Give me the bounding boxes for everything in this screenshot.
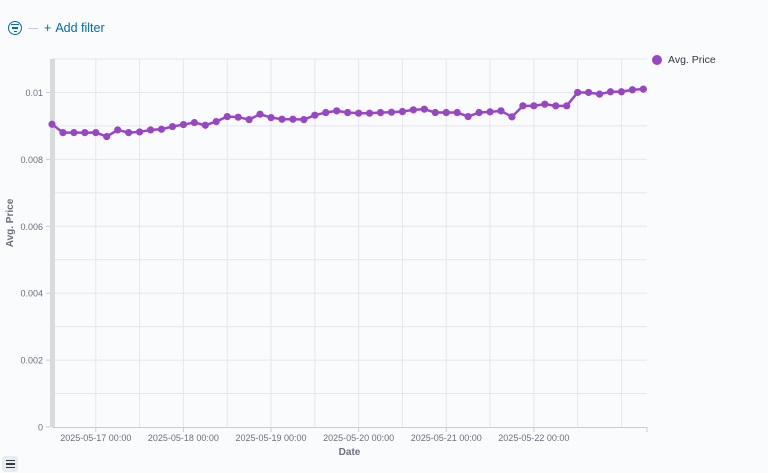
data-point xyxy=(574,88,582,97)
data-point xyxy=(223,112,231,121)
x-axis: 2025-05-17 00:00 2025-05-18 00:00 2025-05-… xyxy=(60,427,648,443)
data-point xyxy=(541,100,549,108)
y-tick-label: 0.008 xyxy=(20,155,43,165)
data-point xyxy=(398,107,407,116)
data-point xyxy=(300,115,308,124)
data-point xyxy=(136,128,144,136)
x-tick-label: 2025-05-17 00:00 xyxy=(60,433,131,443)
data-point xyxy=(157,125,166,133)
data-point xyxy=(289,115,297,123)
data-point xyxy=(267,113,275,122)
data-point xyxy=(530,102,538,110)
data-point xyxy=(606,88,615,96)
data-point xyxy=(563,102,571,110)
legend-label: Avg. Price xyxy=(668,54,716,66)
add-filter-button[interactable]: + Add filter xyxy=(44,21,105,35)
grid-lines xyxy=(52,58,647,427)
data-point xyxy=(584,88,593,97)
data-point xyxy=(486,108,494,116)
data-point xyxy=(278,115,286,123)
data-point xyxy=(48,120,56,128)
series-group xyxy=(48,85,647,141)
data-point xyxy=(190,118,198,127)
y-tick-label: 0.004 xyxy=(20,289,43,299)
data-point xyxy=(103,133,111,141)
filter-separator xyxy=(28,27,38,29)
y-tick-label: 0.002 xyxy=(20,356,43,366)
y-axis-band xyxy=(50,59,55,427)
x-tick-label: 2025-05-20 00:00 xyxy=(323,433,394,443)
data-point xyxy=(70,129,78,137)
data-point xyxy=(365,109,374,117)
data-point xyxy=(146,126,155,134)
data-point xyxy=(234,113,242,121)
legend-toggle-button[interactable] xyxy=(2,456,18,472)
x-axis-title: Date xyxy=(339,447,361,458)
data-point xyxy=(617,88,626,96)
legend[interactable]: Avg. Price xyxy=(652,54,716,66)
data-point xyxy=(212,117,220,126)
y-axis: 0 0.002 0.004 0.006 0.008 0.01 xyxy=(20,88,50,433)
data-point xyxy=(409,106,417,114)
data-point xyxy=(311,111,319,119)
data-point xyxy=(628,86,636,94)
x-tick-label: 2025-05-18 00:00 xyxy=(148,433,219,443)
data-point xyxy=(464,112,472,121)
x-tick-label: 2025-05-21 00:00 xyxy=(411,433,482,443)
data-point xyxy=(114,126,122,134)
x-tick-label: 2025-05-22 00:00 xyxy=(498,433,569,443)
data-point xyxy=(179,120,188,129)
y-axis-title: Avg. Price xyxy=(5,198,16,247)
data-point xyxy=(81,129,89,137)
data-point xyxy=(519,102,527,110)
data-point xyxy=(475,108,483,117)
data-point xyxy=(431,108,439,117)
data-point xyxy=(201,121,209,129)
data-point xyxy=(453,108,461,117)
x-tick-label: 2025-05-19 00:00 xyxy=(235,433,306,443)
data-point xyxy=(497,107,505,115)
data-point xyxy=(245,115,253,124)
data-point xyxy=(420,105,428,113)
data-point xyxy=(59,129,67,137)
list-icon xyxy=(5,460,15,468)
filter-icon[interactable] xyxy=(8,21,22,35)
data-point xyxy=(595,90,604,98)
y-tick-label: 0.006 xyxy=(20,222,43,232)
data-point xyxy=(333,107,341,115)
legend-swatch xyxy=(652,55,662,65)
data-point xyxy=(387,108,396,116)
data-point xyxy=(552,102,560,110)
y-tick-label: 0 xyxy=(38,423,43,433)
data-point xyxy=(639,85,647,93)
data-point xyxy=(376,108,385,117)
data-point xyxy=(344,108,352,117)
data-point xyxy=(322,108,330,117)
data-point xyxy=(168,122,177,131)
y-tick-label: 0.01 xyxy=(25,88,43,98)
plus-icon: + xyxy=(44,21,52,35)
data-point xyxy=(355,109,363,117)
filter-bar: + Add filter xyxy=(8,18,105,38)
add-filter-label: Add filter xyxy=(55,21,105,35)
data-point xyxy=(508,113,516,121)
data-point xyxy=(256,110,264,118)
data-point xyxy=(92,129,100,137)
data-point xyxy=(125,129,133,137)
data-point xyxy=(442,108,450,117)
